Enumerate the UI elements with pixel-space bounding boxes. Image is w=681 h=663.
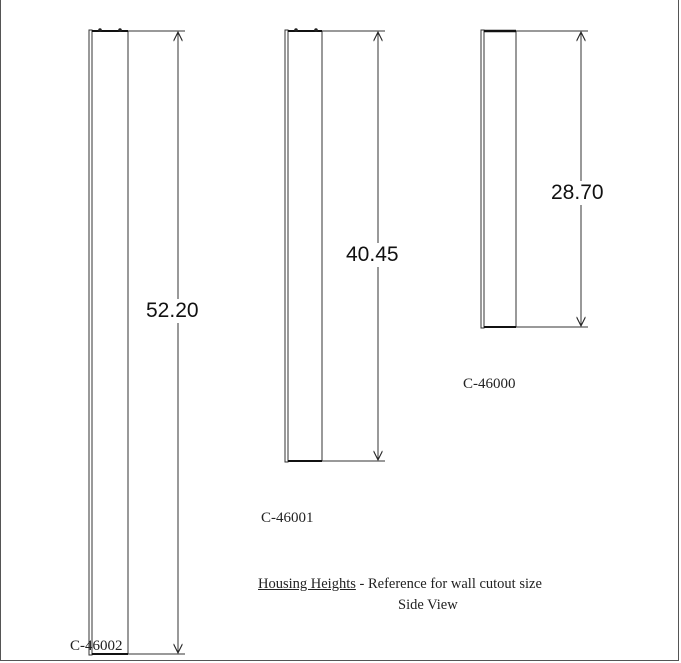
model-label-c46001: C-46001 [261, 510, 314, 526]
housing-body [284, 28, 323, 463]
housing-body [480, 29, 517, 329]
caption-separator: - [355, 576, 368, 592]
height-label-c46000: 28.70 [550, 181, 605, 205]
drawing-caption: Housing Heights - Reference for wall cut… [258, 574, 542, 616]
height-label-c46001: 40.45 [345, 243, 400, 267]
caption-description: Reference for wall cutout size [367, 576, 542, 592]
model-label-c46002: C-46002 [70, 638, 123, 654]
dimension-line [128, 30, 185, 655]
housing-c46002 [88, 28, 185, 656]
caption-title: Housing Heights [258, 576, 356, 592]
housing-body [88, 28, 129, 656]
model-label-c46000: C-46000 [463, 376, 516, 392]
housing-c46000 [480, 29, 588, 329]
dimension-line [516, 30, 588, 328]
height-label-c46002: 52.20 [145, 299, 200, 323]
caption-view: Side View [398, 597, 458, 613]
housing-c46001 [284, 28, 385, 463]
